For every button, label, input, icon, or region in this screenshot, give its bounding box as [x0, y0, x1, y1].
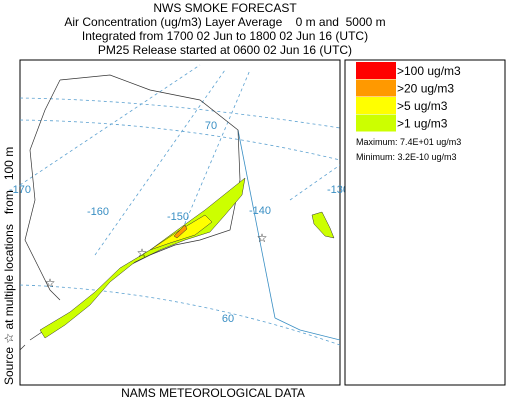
longitude-label: -150 [167, 211, 189, 223]
legend-maximum: Maximum: 7.4E+01 ug/m3 [356, 137, 461, 147]
header-line: Air Concentration (ug/m3) Layer Average … [64, 15, 385, 29]
legend-swatch [356, 97, 396, 114]
side-label: Source ☆ at multiple locations from 100 … [2, 147, 16, 385]
source-marker: ☆ [137, 246, 148, 260]
legend-swatch [356, 114, 396, 132]
footer: NAMS METEOROLOGICAL DATA [121, 386, 305, 400]
legend-minimum: Minimum: 3.2E-10 ug/m3 [356, 152, 457, 162]
longitude-line [94, 69, 226, 256]
legend-label: >20 ug/m3 [397, 82, 454, 96]
legend-swatch [356, 79, 396, 97]
map-frame [19, 59, 341, 386]
latitude-label: 70 [205, 120, 217, 132]
longitude-label: -140 [249, 205, 271, 217]
longitude-label: -170 [9, 184, 31, 196]
legend-swatch [356, 62, 396, 79]
legend-label: >1 ug/m3 [397, 117, 448, 131]
map: ☆ ☆ ☆ -170 -160 -150 -140 -130 70 60 [9, 59, 349, 386]
header-line: Integrated from 1700 02 Jun to 1800 02 J… [82, 29, 368, 43]
latitude-line [20, 97, 340, 129]
latitude-line [20, 284, 340, 346]
legend: Maximum: 7.4E+01 ug/m3 Minimum: 3.2E-10 … [344, 59, 506, 386]
header-line: PM25 Release started at 0600 02 Jun 16 (… [98, 43, 352, 57]
longitude-label: -160 [87, 206, 109, 218]
border-line [274, 317, 340, 341]
legend-label: >5 ug/m3 [397, 99, 448, 113]
smoke-plume [39, 177, 246, 339]
source-marker: ☆ [45, 276, 56, 290]
smoke-plume [311, 211, 335, 239]
longitude-line [289, 164, 340, 201]
smoke-plume [173, 224, 188, 239]
legend-label: >100 ug/m3 [397, 64, 461, 78]
longitude-line [20, 64, 201, 186]
longitude-label: -130 [327, 184, 349, 196]
border-line [237, 129, 276, 319]
legend-frame [344, 59, 506, 386]
title: NWS SMOKE FORECAST [153, 1, 297, 15]
latitude-label: 60 [222, 313, 234, 325]
source-marker: ☆ [257, 231, 268, 245]
